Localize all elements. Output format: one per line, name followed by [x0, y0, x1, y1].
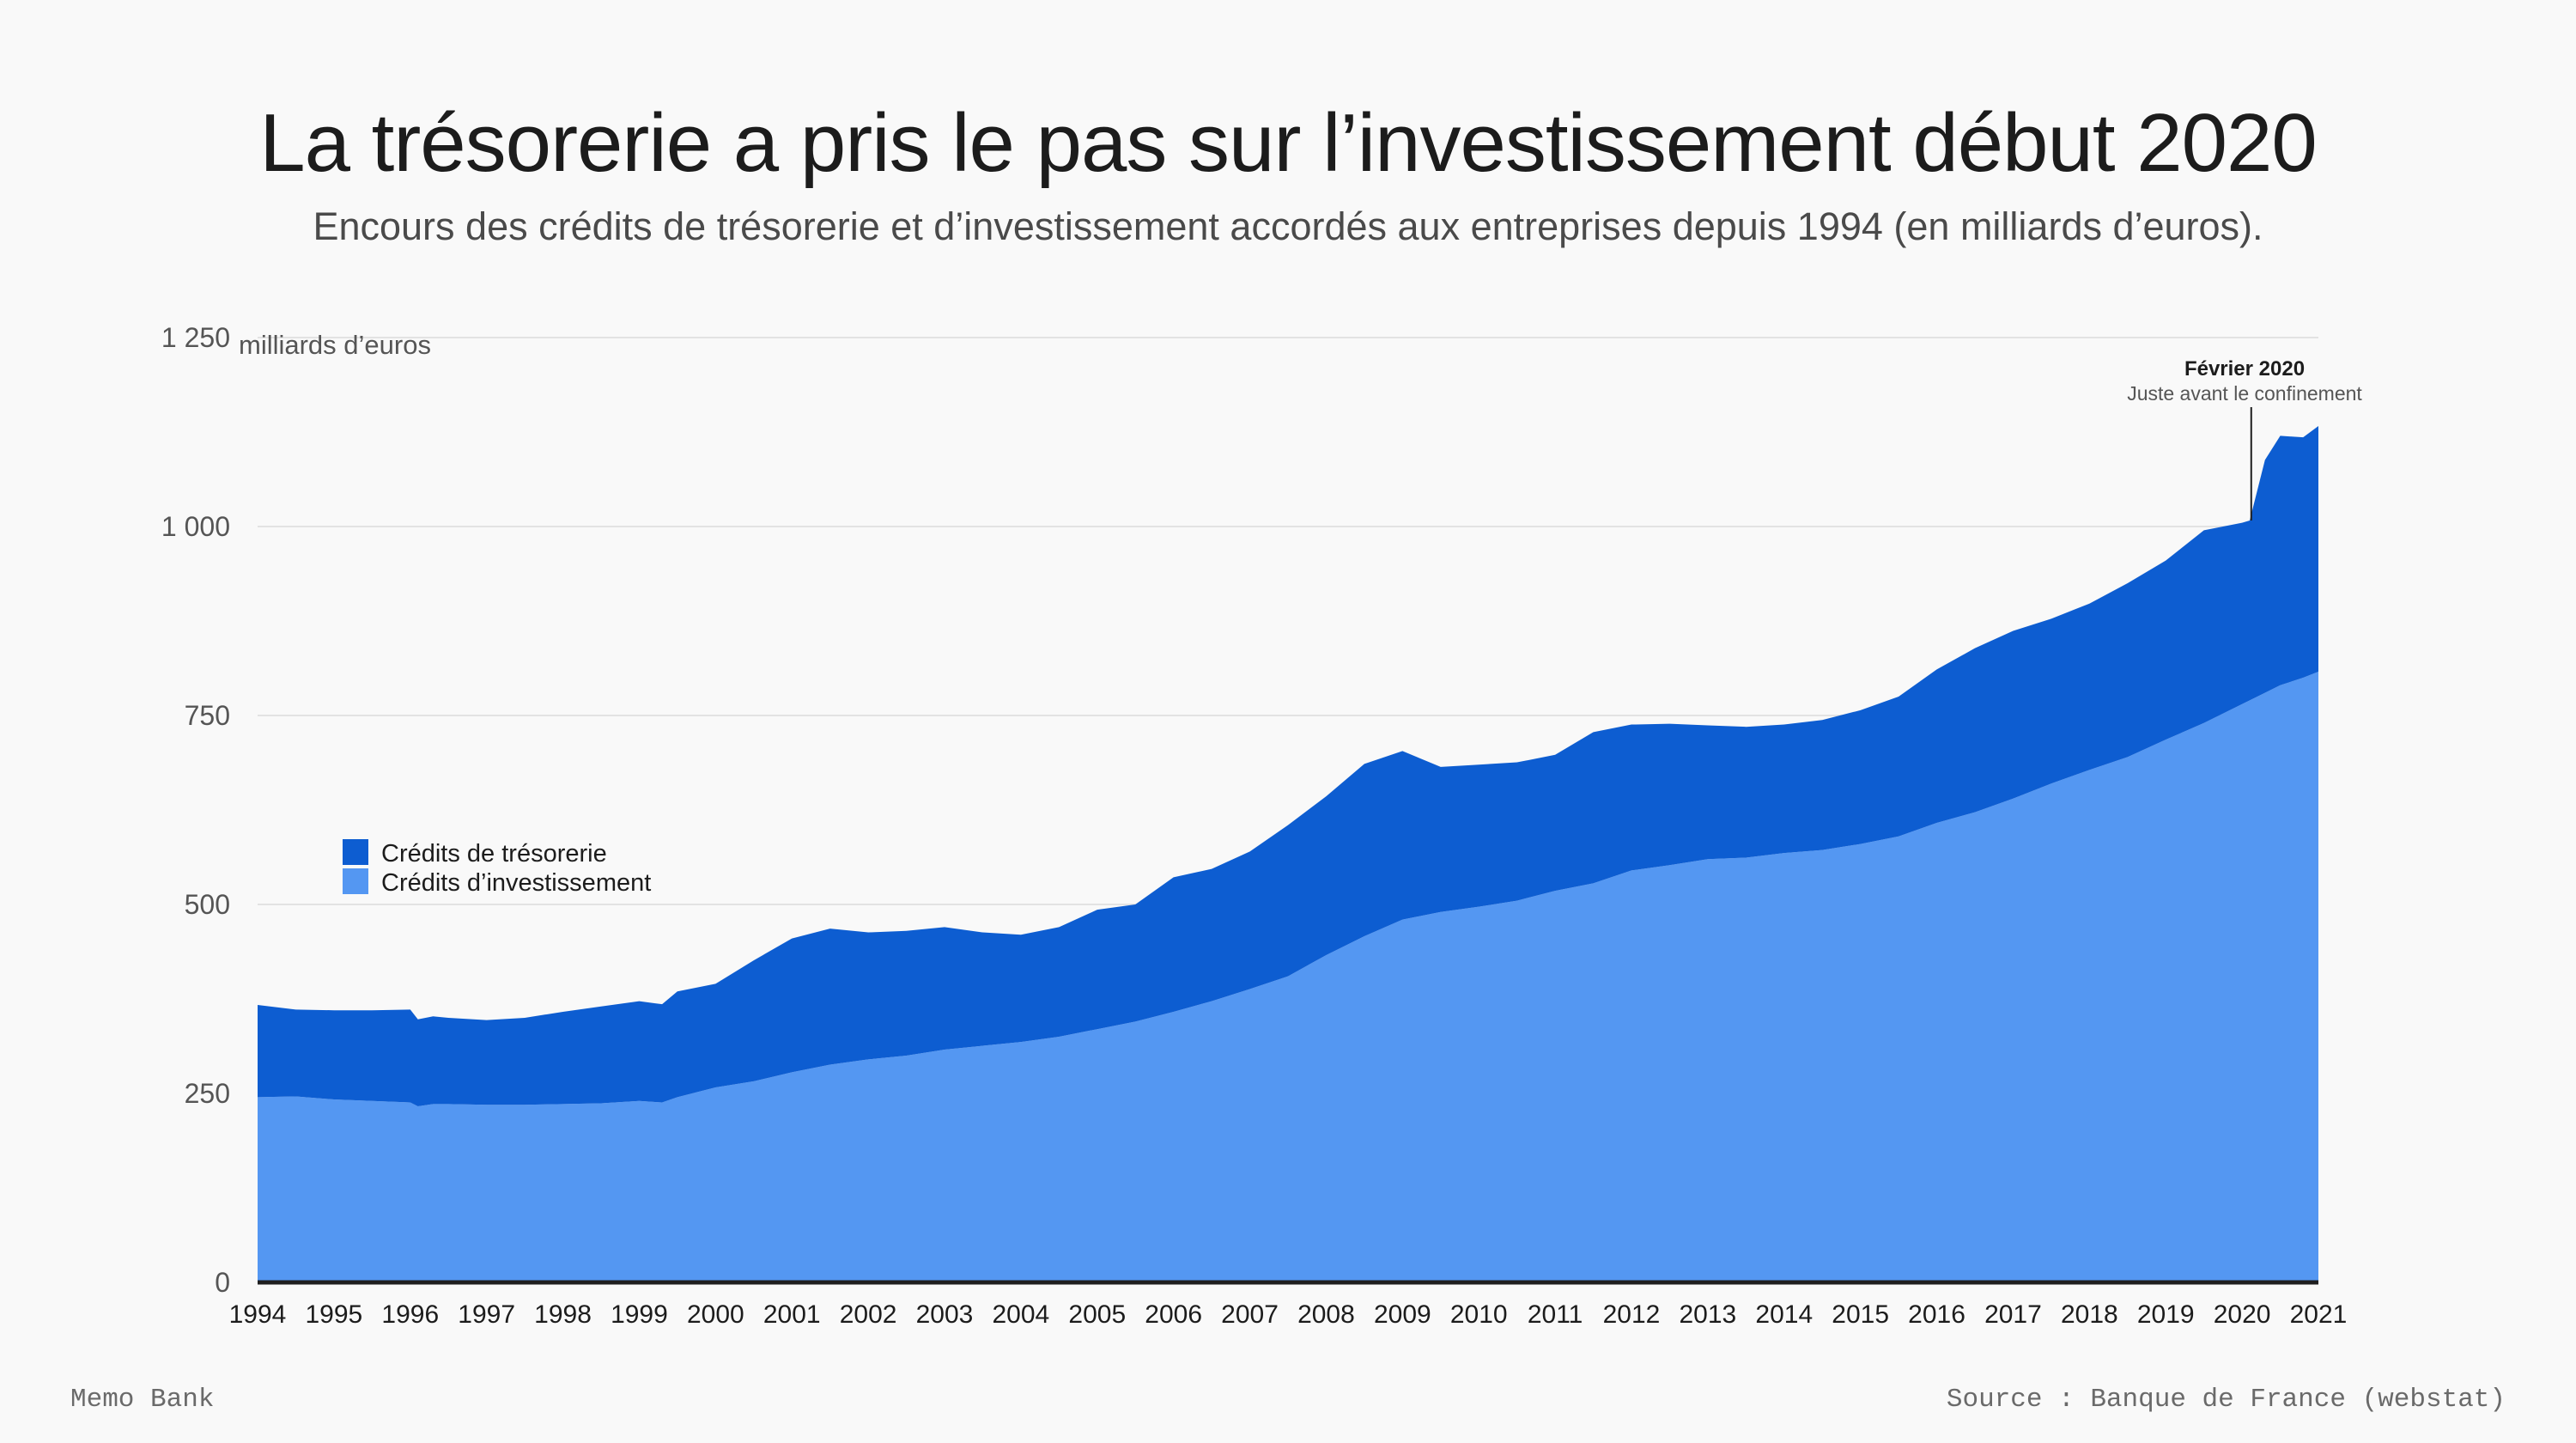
annotation-title: Février 2020 [2184, 357, 2305, 381]
legend-swatch-tresorerie [343, 839, 368, 865]
chart-title: La trésorerie a pris le pas sur l’invest… [259, 97, 2318, 189]
footer-brand: Memo Bank [70, 1385, 215, 1415]
area-credits-investissement [258, 671, 2318, 1282]
x-tick-label: 2014 [1755, 1300, 1813, 1329]
x-tick-label: 2000 [687, 1300, 744, 1329]
y-tick-label: 0 [215, 1267, 230, 1298]
annotation-fevrier-2020: Février 2020 Juste avant le confinement [2127, 357, 2362, 521]
legend-label-investissement: Crédits d’investissement [381, 869, 651, 897]
y-axis-ticks: 0 250 500 750 1 000 1 250 [161, 322, 230, 1298]
x-tick-label: 2003 [916, 1300, 974, 1329]
x-tick-label: 2011 [1528, 1300, 1583, 1329]
x-tick-label: 1997 [458, 1300, 515, 1329]
annotation-text: Juste avant le confinement [2127, 382, 2362, 405]
x-tick-label: 2017 [1984, 1300, 2042, 1329]
area-credits-tresorerie [258, 425, 2318, 1106]
x-tick-label: 1996 [381, 1300, 439, 1329]
legend-swatch-investissement [343, 868, 368, 894]
y-tick-label: 1 250 [161, 322, 230, 353]
x-tick-label: 2001 [763, 1300, 821, 1329]
x-tick-label: 2006 [1145, 1300, 1202, 1329]
chart-subtitle: Encours des crédits de trésorerie et d’i… [313, 204, 2263, 248]
x-tick-label: 1995 [306, 1300, 363, 1329]
x-tick-label: 2018 [2061, 1300, 2118, 1329]
x-tick-label: 2010 [1450, 1300, 1508, 1329]
footer-source: Source : Banque de France (webstat) [1946, 1385, 2506, 1415]
x-tick-label: 1994 [229, 1300, 287, 1329]
legend: Crédits de trésorerie Crédits d’investis… [343, 839, 651, 897]
x-tick-label: 2021 [2290, 1300, 2348, 1329]
x-tick-label: 2009 [1374, 1300, 1431, 1329]
x-tick-label: 2007 [1221, 1300, 1279, 1329]
y-tick-label: 250 [185, 1078, 230, 1109]
x-tick-label: 2016 [1908, 1300, 1965, 1329]
x-tick-label: 2020 [2214, 1300, 2271, 1329]
x-tick-label: 1998 [534, 1300, 592, 1329]
y-tick-label: 500 [185, 889, 230, 920]
y-unit-label: milliards d’euros [239, 330, 431, 360]
x-tick-label: 2008 [1297, 1300, 1355, 1329]
legend-label-tresorerie: Crédits de trésorerie [381, 840, 607, 868]
y-tick-label: 750 [185, 700, 230, 731]
x-axis-ticks: 1994 1995 1996 1997 1998 1999 2000 2001 2002 2003… [229, 1300, 2348, 1329]
y-tick-label: 1 000 [161, 511, 230, 542]
x-tick-label: 2019 [2137, 1300, 2195, 1329]
x-tick-label: 2012 [1603, 1300, 1661, 1329]
x-tick-label: 2002 [840, 1300, 897, 1329]
x-tick-label: 2005 [1068, 1300, 1126, 1329]
x-tick-label: 2013 [1680, 1300, 1737, 1329]
x-tick-label: 2015 [1832, 1300, 1889, 1329]
x-tick-label: 2004 [993, 1300, 1050, 1329]
x-tick-label: 1999 [611, 1300, 668, 1329]
